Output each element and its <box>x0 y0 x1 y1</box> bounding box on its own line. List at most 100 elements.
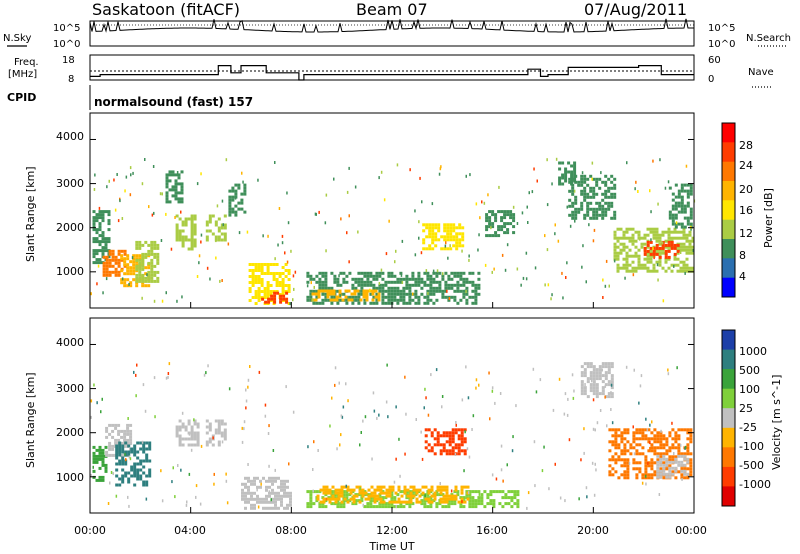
vel-cell <box>373 491 377 495</box>
vel-cell <box>244 482 247 486</box>
vel-cell <box>501 505 505 509</box>
power-cell <box>254 293 258 296</box>
vel-cell <box>381 505 385 509</box>
power-cell <box>281 272 285 275</box>
power-colorbar-swatches <box>722 123 735 298</box>
power-cell <box>309 277 313 281</box>
power-cell <box>571 186 575 190</box>
vel-cell <box>337 488 341 492</box>
power-cell <box>178 217 182 221</box>
power-cell <box>309 292 313 296</box>
vel-cell <box>454 431 458 435</box>
power-speckle <box>278 207 281 210</box>
vel-cell <box>480 499 484 503</box>
power-cell <box>652 252 656 256</box>
power-cell <box>667 230 671 234</box>
power-cell <box>360 289 364 293</box>
vel-cell <box>671 428 675 432</box>
vel-cell <box>620 434 624 438</box>
vel-cell <box>595 386 599 390</box>
vel-speckle <box>512 435 514 439</box>
power-cell <box>405 277 409 281</box>
vel-speckle <box>247 463 249 466</box>
vel-cell <box>656 463 660 467</box>
vel-cell <box>460 449 464 453</box>
vel-cell <box>101 460 105 464</box>
power-cell <box>428 232 432 236</box>
vel-cell <box>92 469 96 473</box>
power-cell <box>676 236 680 240</box>
power-cell <box>369 301 373 305</box>
vel-speckle <box>107 502 110 505</box>
vel-cell <box>148 459 152 463</box>
power-cell <box>208 229 212 233</box>
vel-cell <box>604 383 608 387</box>
vel-speckle <box>578 497 580 501</box>
power-cell <box>363 280 367 284</box>
vel-cell <box>105 435 109 439</box>
power-cell <box>141 267 145 271</box>
power-speckle <box>348 214 350 218</box>
vel-cell <box>145 483 149 487</box>
power-speckle <box>521 211 524 215</box>
vel-cell <box>626 440 630 444</box>
vel-cell <box>127 453 131 457</box>
vel-cell <box>468 490 472 494</box>
power-cell <box>174 182 178 186</box>
vel-cell <box>104 469 108 473</box>
vel-speckle <box>645 482 647 486</box>
vel-cell <box>127 450 131 454</box>
power-cell <box>577 207 581 211</box>
vel-cell <box>504 493 508 497</box>
power-cell <box>598 186 602 190</box>
power-cell <box>129 284 133 288</box>
power-cell <box>339 271 343 275</box>
power-cell <box>649 269 653 273</box>
power-cell <box>570 179 574 183</box>
vel-speckle <box>454 453 457 456</box>
power-speckle <box>667 180 670 184</box>
power-cell <box>458 232 462 236</box>
power-cell <box>267 300 271 304</box>
power-cell <box>281 278 285 281</box>
power-cell <box>339 298 343 302</box>
power-speckle <box>318 210 320 214</box>
power-cell <box>357 283 361 287</box>
vel-speckle <box>441 395 444 398</box>
power-cell <box>411 271 415 275</box>
power-cell <box>175 229 179 233</box>
power-speckle <box>566 261 568 265</box>
vel-cell <box>510 496 514 500</box>
vel-speckle <box>109 481 111 485</box>
power-cell <box>426 283 430 287</box>
power-cell <box>595 201 599 205</box>
vel-cell <box>644 464 648 468</box>
power-cell <box>237 207 241 211</box>
power-cell <box>351 277 355 281</box>
power-cell <box>461 226 465 230</box>
power-cell <box>228 210 232 214</box>
vel-cell <box>448 440 452 444</box>
vel-region <box>92 445 108 482</box>
power-cell <box>453 295 457 299</box>
power-cell <box>223 238 227 242</box>
vel-cell <box>280 482 283 486</box>
power-cell <box>390 295 394 299</box>
power-cell <box>431 226 435 230</box>
power-cell <box>184 217 188 221</box>
power-cell <box>474 301 478 305</box>
vel-cell <box>460 431 464 435</box>
vel-cell <box>680 467 684 471</box>
power-cell <box>171 194 175 198</box>
power-cell <box>237 186 241 190</box>
vel-cell <box>241 497 244 501</box>
vel-cell <box>376 485 380 489</box>
power-cell <box>181 244 185 248</box>
vel-cell <box>448 449 452 453</box>
velocity-colorbar-label: Velocity [m s^-1] <box>770 375 783 470</box>
vel-speckle <box>641 481 644 485</box>
power-cell <box>344 295 348 299</box>
power-cell <box>485 234 489 238</box>
power-cell <box>275 290 279 293</box>
power-cell <box>434 223 438 227</box>
